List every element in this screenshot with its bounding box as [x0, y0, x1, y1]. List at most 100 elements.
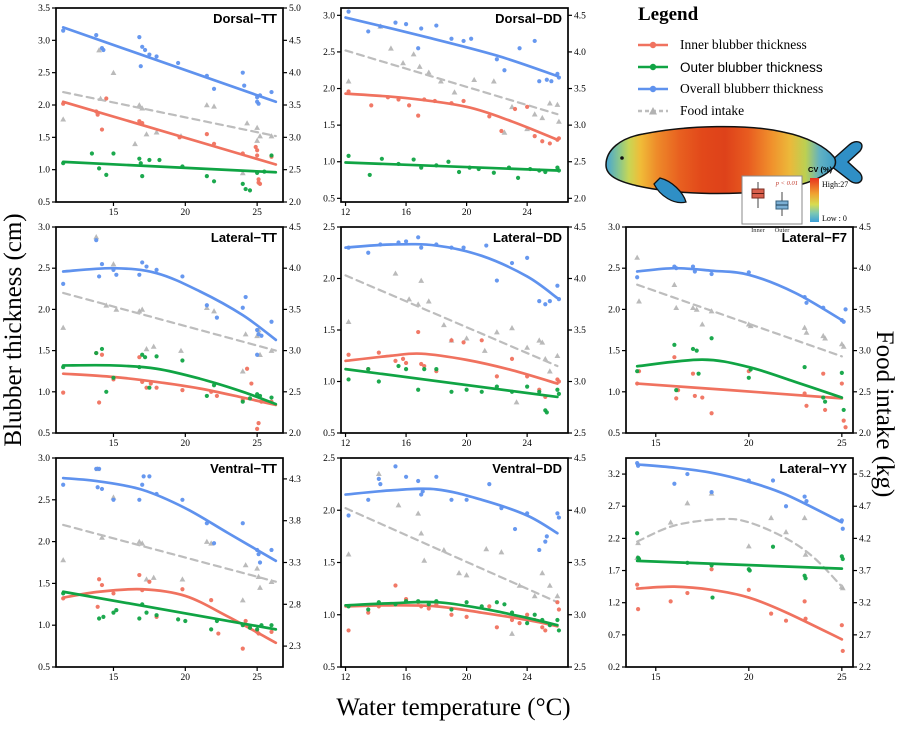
y-right-tick-label: 4.0 — [574, 506, 586, 516]
outer-dot-marker — [376, 379, 381, 384]
trend-outer — [61, 590, 278, 631]
overall-dot-marker — [509, 260, 515, 266]
overall-dot-marker — [255, 327, 260, 333]
food-triangle-marker — [803, 329, 810, 335]
y-right-tick-label: 3.5 — [289, 101, 301, 111]
food-triangle-marker — [498, 549, 505, 555]
y-left-tick-label: 1.7 — [608, 567, 620, 577]
food-triangle-marker — [513, 399, 520, 405]
outer-dot-marker — [515, 175, 521, 180]
overall-dot-marker — [464, 497, 469, 502]
food-triangle-marker — [463, 335, 470, 341]
y-left-tick-label: 2.2 — [608, 534, 620, 544]
food-triangle-marker — [388, 45, 394, 51]
outer-dot-marker — [144, 610, 149, 615]
inner-dot-marker — [204, 132, 209, 137]
food-triangle-marker — [178, 347, 184, 353]
inner-dot-marker — [61, 390, 66, 395]
food-triangle-marker — [554, 101, 561, 107]
food-triangle-marker — [425, 69, 432, 75]
food-triangle-marker — [345, 78, 352, 84]
food-triangle-marker — [456, 570, 462, 576]
plot-border — [340, 7, 569, 203]
outer-dot-marker — [346, 153, 351, 158]
x-tick-label: 15 — [651, 439, 661, 449]
y-left-tick-label: 1.0 — [323, 378, 335, 388]
series-food — [60, 465, 277, 603]
overall-dot-marker — [256, 101, 261, 106]
outer-dot-marker — [822, 399, 828, 404]
inner-dot-marker — [532, 134, 537, 139]
food-triangle-marker — [671, 281, 678, 287]
legend-item-inner: Inner blubber thickness — [636, 34, 823, 56]
overall-dot-marker — [147, 52, 152, 57]
outer-dot-marker — [157, 157, 162, 163]
colorbar-high-label: High:27 — [822, 180, 848, 189]
overall-dot-marker — [243, 294, 248, 300]
y-left-tick-label: 1.0 — [38, 388, 50, 398]
legend-panel: Legend Inner blubber thickness Outer blub… — [596, 2, 881, 234]
inner-dot-marker — [216, 631, 221, 636]
panel-ventral-tt: 15 20 25 0.5 1.0 1.5 2.0 2.5 3.0 2.3 2.8 3.3 3.8 4.3 V… — [38, 454, 301, 683]
overall-dot-marker — [141, 474, 146, 479]
outer-dot-marker — [138, 161, 143, 166]
inner-dot-marker — [209, 598, 214, 603]
y-right-tick-label: 2.5 — [574, 429, 586, 439]
outer-dot-marker — [99, 346, 105, 352]
overall-dot-marker — [555, 511, 560, 516]
inner-dot-marker — [255, 148, 260, 153]
y-left-tick-label: 0.5 — [38, 198, 50, 208]
food-triangle-marker — [667, 519, 674, 525]
overall-dot-marker — [537, 79, 542, 84]
food-triangle-marker — [110, 69, 117, 75]
y-right-tick-label: 3.0 — [289, 347, 301, 357]
y-left-tick-label: 0.5 — [323, 429, 335, 439]
overall-dot-marker — [547, 299, 552, 304]
trend-inner — [344, 603, 559, 628]
left-axis-label: Blubber thickness (cm) — [0, 213, 27, 447]
inner-dot-marker — [821, 371, 826, 376]
food-triangle-marker — [501, 129, 508, 135]
outer-dot-marker — [556, 391, 562, 396]
food-triangle-marker — [113, 306, 120, 312]
outer-dot-marker — [176, 617, 181, 622]
panel-lateral-yy: 15 20 25 0.2 0.7 1.2 1.7 2.2 2.7 3.2 2.2 2.7 3.2 3.7 4… — [608, 457, 871, 683]
outer-dot-marker — [464, 600, 469, 605]
overall-dot-marker — [403, 239, 409, 244]
outer-dot-marker — [111, 375, 116, 380]
outer-dot-marker — [269, 153, 274, 158]
inner-dot-marker — [635, 607, 641, 612]
food-triangle-marker — [139, 105, 146, 111]
trend-inner — [344, 92, 559, 142]
outer-dot-marker — [269, 395, 274, 400]
y-left-tick-label: 3.0 — [38, 36, 50, 46]
overall-dot-marker — [804, 300, 809, 305]
y-left-tick-label: 2.5 — [323, 48, 335, 58]
outer-dot-marker — [137, 616, 142, 621]
y-left-tick-label: 0.5 — [38, 429, 50, 439]
x-tick-label: 16 — [401, 673, 411, 683]
overall-dot-marker — [419, 492, 424, 497]
outer-dot-marker — [446, 159, 451, 164]
x-tick-label: 25 — [252, 439, 262, 449]
y-right-tick-label: 3.2 — [859, 599, 871, 609]
y-left-tick-label: 2.5 — [38, 264, 50, 274]
panel-title: Ventral−DD — [492, 461, 562, 476]
y-left-tick-label: 3.0 — [608, 223, 620, 233]
outer-dot-marker — [525, 621, 530, 626]
food-triangle-marker — [143, 131, 150, 137]
y-right-tick-label: 3.5 — [574, 326, 586, 336]
food-triangle-marker — [481, 347, 488, 353]
outer-dot-marker — [240, 181, 245, 186]
outer-dot-marker — [269, 623, 274, 628]
y-right-tick-label: 3.0 — [574, 378, 586, 388]
y-left-tick-label: 1.0 — [323, 611, 335, 621]
trend-food — [344, 49, 559, 116]
series-outer — [344, 363, 562, 415]
food-triangle-marker — [554, 593, 561, 599]
food-triangle-marker — [203, 102, 210, 108]
overall-dot-marker — [240, 521, 245, 526]
trend-overall — [61, 266, 278, 342]
y-left-tick-label: 2.0 — [323, 275, 335, 285]
food-triangle-marker — [768, 514, 775, 521]
